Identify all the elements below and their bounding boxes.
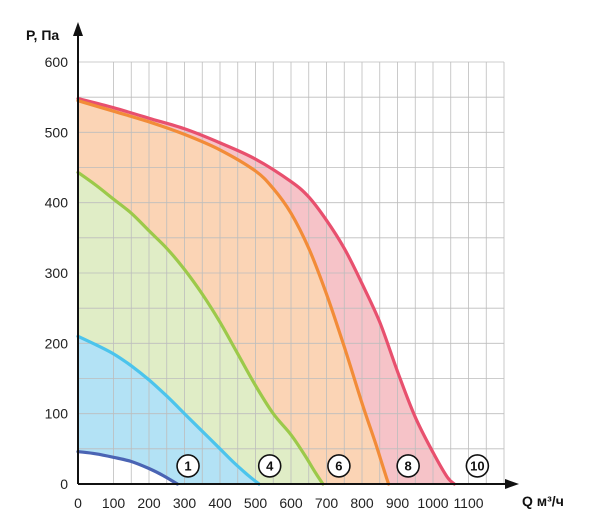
x-tick-label: 100 bbox=[102, 495, 126, 511]
x-tick-label: 300 bbox=[173, 495, 197, 511]
x-tick-label: 0 bbox=[74, 495, 82, 511]
series-8-line bbox=[76, 99, 391, 486]
y-axis-title: P, Па bbox=[26, 27, 59, 43]
x-axis-title: Q м³/ч bbox=[522, 493, 564, 509]
series-6-line bbox=[76, 170, 325, 486]
series-lines bbox=[76, 97, 456, 486]
curve-badge-label: 6 bbox=[335, 458, 342, 473]
curve-badge-10 bbox=[465, 454, 490, 478]
x-tick-labels: 0 100 200 300 400 500 600 700 800 900 1000 1100 bbox=[74, 495, 484, 511]
series-1-fill bbox=[78, 451, 178, 484]
chart-axes bbox=[73, 22, 519, 489]
curve-badge-label: 4 bbox=[266, 458, 274, 473]
y-tick-label: 500 bbox=[45, 124, 69, 140]
curve-badge-1 bbox=[176, 454, 200, 478]
y-tick-labels: 0 100 200 300 400 500 600 bbox=[45, 54, 69, 492]
x-tick-label: 600 bbox=[279, 495, 303, 511]
x-tick-label: 1000 bbox=[417, 495, 448, 511]
curve-badge-6 bbox=[327, 454, 351, 478]
x-axis-arrow-icon bbox=[505, 479, 519, 489]
x-tick-label: 500 bbox=[244, 495, 268, 511]
y-tick-label: 300 bbox=[45, 265, 69, 281]
series-fills bbox=[78, 98, 455, 484]
curve-badge-label: 1 bbox=[184, 458, 191, 473]
y-tick-label: 600 bbox=[45, 54, 69, 70]
x-tick-label: 1100 bbox=[453, 495, 483, 511]
series-4-fill bbox=[78, 336, 259, 484]
x-tick-label: 900 bbox=[386, 495, 410, 511]
y-tick-label: 0 bbox=[60, 476, 68, 492]
curve-badge-4 bbox=[257, 454, 282, 478]
x-tick-label: 200 bbox=[137, 495, 161, 511]
y-tick-label: 400 bbox=[45, 195, 69, 211]
y-tick-label: 100 bbox=[45, 406, 69, 422]
curve-badge-label: 8 bbox=[405, 458, 412, 473]
series-4-line bbox=[76, 334, 261, 486]
curve-number-badges: 1 4 6 8 10 bbox=[176, 454, 490, 478]
series-10-line bbox=[76, 97, 456, 486]
y-axis-arrow-icon bbox=[73, 22, 83, 36]
curve-badge-8 bbox=[396, 454, 420, 478]
x-tick-label: 700 bbox=[315, 495, 339, 511]
x-tick-label: 800 bbox=[350, 495, 374, 511]
y-tick-label: 200 bbox=[45, 335, 69, 351]
curve-badge-label: 10 bbox=[470, 458, 484, 473]
x-tick-label: 400 bbox=[208, 495, 232, 511]
series-1-line bbox=[76, 450, 179, 486]
